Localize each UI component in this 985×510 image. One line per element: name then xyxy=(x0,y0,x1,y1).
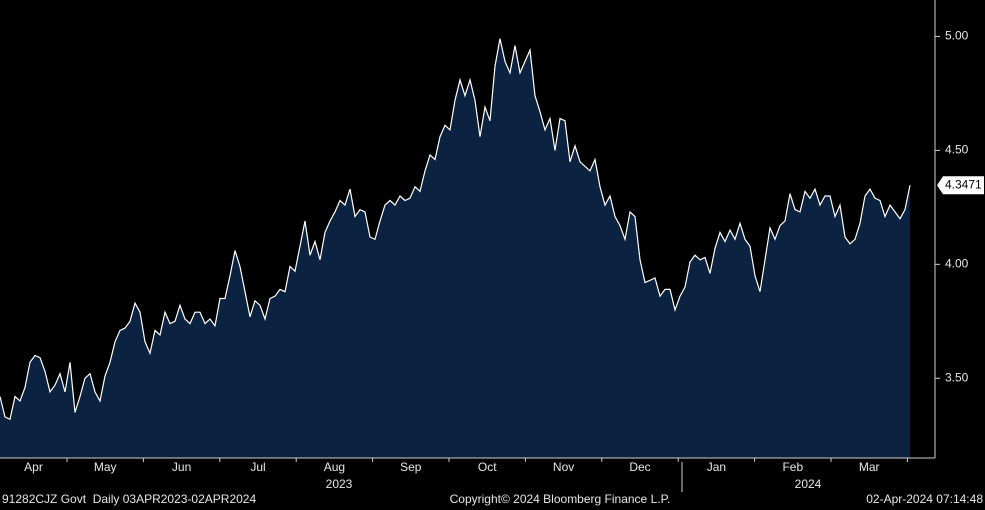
y-tick-label: 4.00 xyxy=(945,256,969,270)
x-tick-label: Jul xyxy=(250,460,265,474)
x-tick-label: Feb xyxy=(782,460,803,474)
x-tick-label: Mar xyxy=(859,460,880,474)
x-tick-label: Sep xyxy=(400,460,422,474)
last-value-label: 4.3471 xyxy=(945,177,982,191)
x-tick-label: Dec xyxy=(629,460,650,474)
last-value-box xyxy=(937,176,984,195)
year-label: 2024 xyxy=(795,477,822,491)
x-tick-label: Jan xyxy=(707,460,726,474)
year-label: 2023 xyxy=(326,477,353,491)
footer-center: Copyright© 2024 Bloomberg Finance L.P. xyxy=(450,492,671,506)
footer-right: 02-Apr-2024 07:14:48 xyxy=(866,492,983,506)
x-tick-label: Aug xyxy=(324,460,345,474)
x-tick-label: May xyxy=(94,460,117,474)
footer-left: 91282CJZ Govt Daily 03APR2023-02APR2024 xyxy=(2,492,256,506)
area-fill xyxy=(0,38,910,458)
area-line xyxy=(0,38,911,421)
x-tick-label: Jun xyxy=(172,460,191,474)
x-tick-label: Apr xyxy=(24,460,43,474)
y-tick-label: 3.50 xyxy=(945,370,969,384)
y-tick-label: 5.00 xyxy=(945,29,969,43)
y-tick-label: 4.50 xyxy=(945,143,969,157)
x-tick-label: Oct xyxy=(478,460,497,474)
x-tick-label: Nov xyxy=(553,460,574,474)
